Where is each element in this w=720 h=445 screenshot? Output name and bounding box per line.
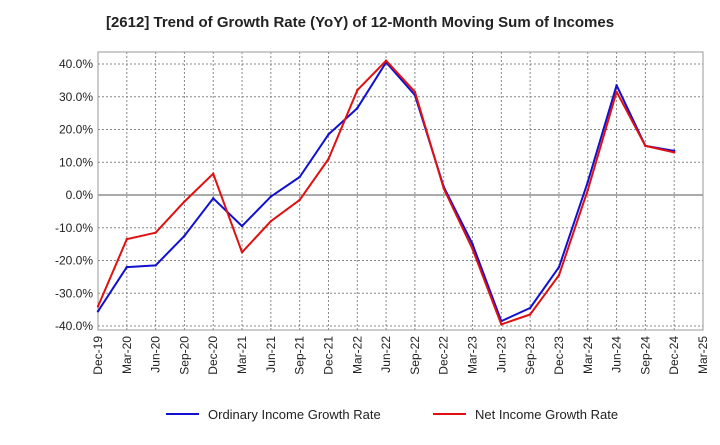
y-tick-label: -40.0% [55, 319, 93, 333]
data-point [442, 187, 445, 190]
x-tick-label: Mar-23 [466, 336, 480, 374]
y-tick-label: -20.0% [55, 254, 93, 268]
x-tick-label: Jun-20 [149, 336, 163, 373]
x-tick-label: Sep-22 [408, 336, 422, 375]
data-point [672, 151, 676, 154]
data-point [644, 144, 647, 148]
data-point [212, 172, 215, 175]
y-tick-label: -10.0% [55, 221, 93, 235]
axes: 40.0% 30.0% 20.0% 10.0% 0.0% -10.0% -20.0% -30.… [55, 51, 710, 375]
data-point [154, 231, 157, 234]
legend-label: Ordinary Income Growth Rate [208, 407, 381, 422]
data-point [471, 247, 474, 251]
x-tick-label: Dec-21 [321, 336, 335, 375]
data-point [384, 59, 388, 62]
data-point [557, 274, 561, 277]
data-point [125, 238, 129, 241]
y-tick-label: 40.0% [59, 57, 93, 71]
x-tick-label: Dec-24 [667, 336, 681, 375]
data-point [125, 265, 129, 269]
data-point [298, 175, 301, 179]
data-point [586, 188, 589, 192]
x-tick-label: Mar-21 [235, 336, 249, 374]
x-tick-label: Sep-24 [638, 336, 652, 375]
data-point [356, 89, 359, 92]
data-point [240, 224, 244, 228]
x-tick-label: Sep-20 [177, 336, 191, 375]
data-point [96, 305, 100, 308]
data-point [96, 310, 100, 313]
data-point [298, 198, 301, 202]
data-point [183, 200, 186, 203]
data-point [269, 195, 273, 198]
data-point [413, 90, 417, 94]
data-point [269, 220, 273, 223]
y-tick-label: -30.0% [55, 286, 93, 300]
data-point [327, 133, 330, 136]
x-tick-label: Jun-23 [494, 336, 508, 373]
data-point [615, 90, 618, 94]
y-tick-label: 20.0% [59, 123, 93, 137]
y-tick-label: 30.0% [59, 90, 93, 104]
x-tick-label: Mar-24 [581, 336, 595, 374]
x-tick-label: Jun-22 [379, 336, 393, 373]
x-tick-label: Mar-20 [120, 336, 134, 374]
x-tick-label: Dec-22 [437, 336, 451, 375]
data-point [154, 264, 157, 267]
data-point [586, 180, 589, 184]
x-tick-label: Mar-22 [350, 336, 364, 374]
data-point [212, 197, 215, 200]
chart-title: [2612] Trend of Growth Rate (YoY) of 12-… [105, 14, 615, 31]
plot-area-border [97, 51, 704, 331]
grid-lines [97, 52, 704, 330]
data-point [356, 107, 359, 110]
data-point [528, 306, 532, 310]
x-tick-label: Jun-21 [264, 336, 278, 373]
data-point [557, 265, 561, 269]
series-lines [96, 59, 676, 326]
x-tick-label: Dec-23 [552, 336, 566, 375]
data-point [500, 323, 503, 326]
x-tick-label: Dec-20 [206, 336, 220, 375]
data-point [528, 313, 532, 316]
x-tick-label: Sep-21 [293, 336, 307, 375]
y-tick-label: 10.0% [59, 155, 93, 169]
y-tick-label: 0.0% [66, 188, 94, 202]
x-tick-label: Mar-25 [696, 336, 710, 374]
data-point [615, 84, 618, 87]
x-tick-label: Jun-24 [610, 336, 624, 373]
x-tick-label: Sep-23 [523, 336, 537, 375]
data-point [183, 234, 186, 238]
data-point [327, 157, 330, 161]
legend-label: Net Income Growth Rate [475, 407, 618, 422]
x-tick-label: Dec-19 [91, 336, 105, 375]
legend: Ordinary Income Growth Rate Net Income Gr… [166, 407, 618, 422]
data-point [240, 251, 244, 254]
data-point [471, 242, 474, 246]
